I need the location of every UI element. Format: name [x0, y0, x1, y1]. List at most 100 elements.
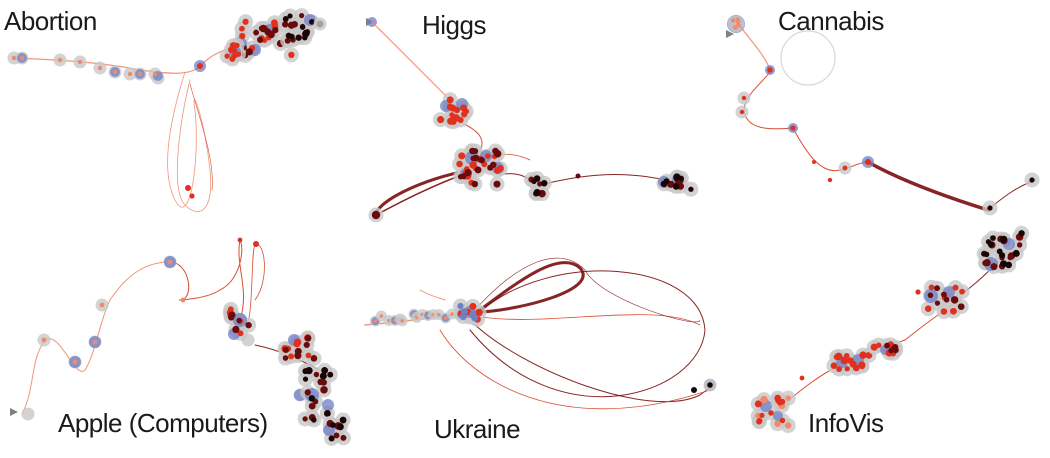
- document-node: [227, 306, 234, 313]
- document-node: [870, 343, 878, 351]
- document-node: [242, 18, 249, 25]
- empty-topic-circle: [780, 30, 836, 86]
- document-node: [847, 357, 854, 364]
- document-node: [304, 389, 311, 396]
- document-node: [282, 16, 289, 22]
- panel-title-cannabis: Cannabis: [778, 6, 884, 36]
- document-node: [259, 24, 268, 33]
- document-node: [237, 330, 244, 337]
- document-node: [673, 173, 681, 181]
- topic-halo: [322, 399, 334, 411]
- trajectory-trail: [474, 257, 701, 323]
- document-node: [304, 335, 312, 342]
- document-node: [282, 346, 289, 353]
- document-node: [469, 302, 477, 310]
- panel-higgs: [366, 17, 699, 223]
- document-node: [663, 178, 670, 185]
- document-node: [859, 351, 867, 359]
- document-node: [531, 178, 537, 185]
- document-node: [185, 185, 191, 191]
- document-node: [774, 394, 782, 402]
- document-node: [299, 24, 306, 30]
- document-node: [475, 308, 483, 317]
- document-node: [294, 352, 302, 360]
- trajectory-trail: [866, 160, 990, 212]
- document-node: [842, 165, 848, 171]
- document-node: [167, 259, 173, 265]
- document-node: [235, 51, 242, 57]
- trajectory-trail: [469, 270, 706, 398]
- document-node: [293, 340, 301, 348]
- document-node: [760, 395, 768, 404]
- document-node: [320, 379, 327, 386]
- trajectory-trail: [439, 329, 711, 410]
- document-node: [224, 53, 230, 59]
- start-marker: [726, 30, 734, 38]
- trajectory-trail: [478, 261, 585, 314]
- panel-title-ukraine: Ukraine: [434, 414, 521, 444]
- document-node: [1029, 177, 1035, 183]
- document-node: [865, 159, 871, 165]
- document-node: [990, 263, 998, 271]
- document-node: [330, 422, 336, 428]
- document-node: [739, 109, 745, 115]
- document-node: [940, 308, 948, 315]
- document-node: [302, 376, 309, 382]
- panel-apple: [10, 237, 351, 446]
- document-node: [533, 188, 541, 197]
- document-node: [840, 356, 848, 365]
- document-node: [437, 116, 445, 124]
- document-node: [289, 33, 295, 40]
- document-node: [340, 434, 347, 441]
- document-node: [77, 59, 83, 65]
- document-node: [1012, 249, 1020, 257]
- document-node: [1000, 235, 1008, 244]
- document-node: [999, 260, 1008, 268]
- document-node: [227, 46, 235, 54]
- document-node: [707, 382, 713, 388]
- document-node: [302, 416, 308, 422]
- trajectory-trail: [743, 71, 793, 130]
- document-node: [11, 55, 17, 61]
- document-node: [137, 71, 143, 77]
- document-node: [950, 307, 957, 315]
- document-node: [957, 303, 965, 311]
- document-node: [457, 302, 464, 310]
- document-node: [303, 341, 310, 349]
- document-node: [1007, 254, 1013, 261]
- trajectory-trail: [419, 289, 446, 301]
- document-node: [97, 65, 103, 71]
- document-node: [927, 292, 934, 299]
- document-node: [759, 412, 765, 418]
- document-node: [253, 29, 260, 36]
- trajectory-trail: [469, 319, 716, 403]
- document-node: [672, 183, 680, 190]
- document-node: [287, 21, 296, 29]
- document-node: [295, 34, 302, 41]
- document-node: [400, 319, 405, 323]
- panel-title-apple: Apple (Computers): [58, 408, 268, 438]
- document-node: [41, 337, 47, 343]
- trajectory-trail: [739, 25, 771, 71]
- document-node: [790, 125, 796, 131]
- document-node: [308, 402, 316, 410]
- document-node: [785, 395, 792, 401]
- document-node: [1016, 242, 1023, 248]
- document-node: [379, 314, 384, 318]
- document-node: [272, 26, 279, 34]
- document-node: [464, 169, 472, 177]
- document-node: [892, 343, 899, 351]
- document-node: [299, 13, 305, 19]
- document-node: [950, 296, 959, 304]
- document-node: [934, 300, 941, 306]
- document-node: [92, 339, 98, 345]
- document-node: [812, 160, 816, 164]
- panel-ukraine: [364, 257, 717, 410]
- document-node: [843, 353, 850, 359]
- document-node: [990, 235, 996, 241]
- trajectory-trail: [169, 239, 244, 321]
- document-node: [302, 368, 309, 375]
- document-node: [57, 57, 63, 63]
- document-node: [985, 239, 992, 245]
